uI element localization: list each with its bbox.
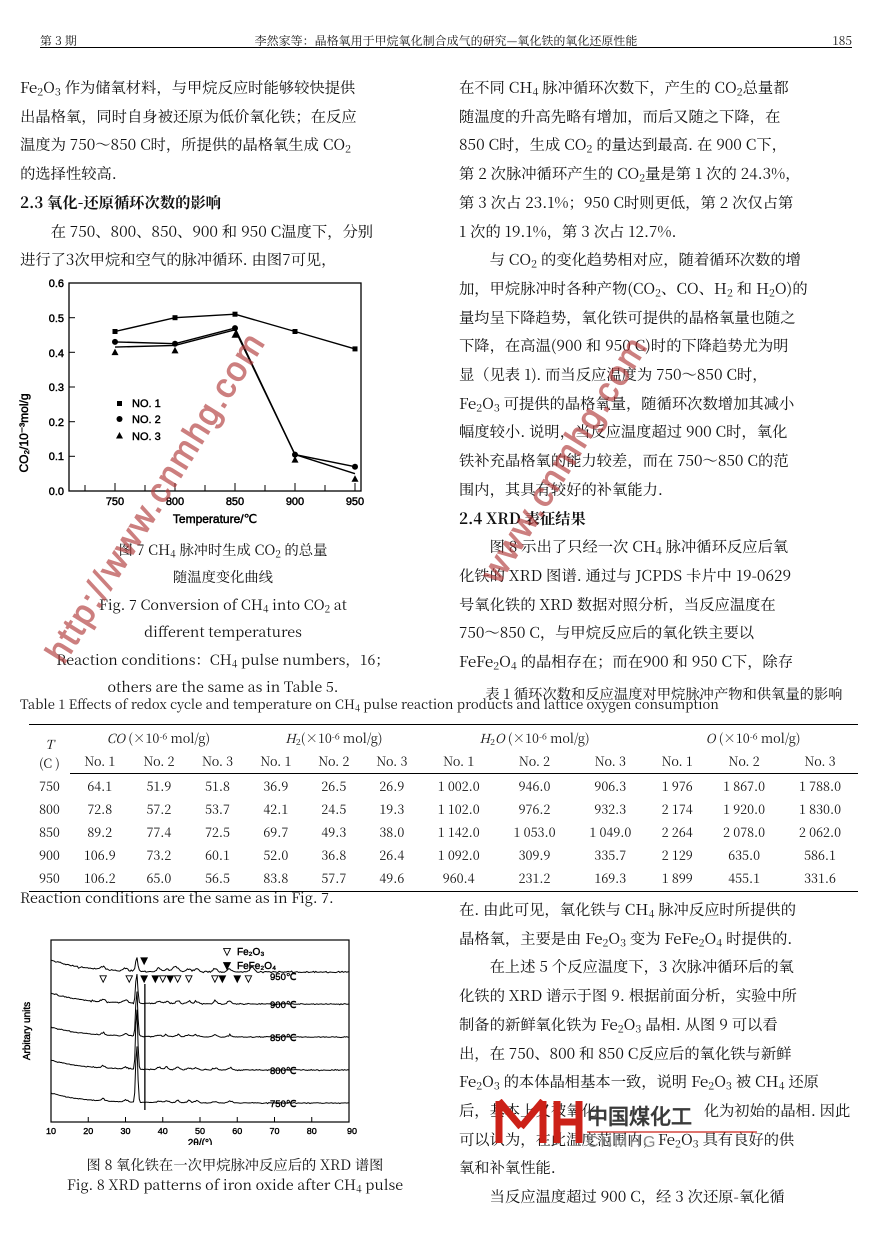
svg-text:30: 30	[120, 1126, 130, 1136]
svg-text:中国煤化工: 中国煤化工	[587, 1105, 692, 1129]
svg-text:60: 60	[232, 1126, 242, 1136]
svg-text:CO₂/10⁻³mol/g: CO₂/10⁻³mol/g	[17, 393, 31, 472]
svg-text:800℃: 800℃	[270, 1066, 297, 1077]
svg-text:Temperature/℃: Temperature/℃	[173, 512, 257, 526]
svg-text:950: 950	[346, 496, 364, 508]
svg-text:40: 40	[158, 1126, 168, 1136]
svg-text:FeFe₂O₄: FeFe₂O₄	[237, 961, 276, 972]
svg-text:80: 80	[307, 1126, 317, 1136]
svg-text:900: 900	[286, 496, 304, 508]
svg-text:Fe₂O₃: Fe₂O₃	[237, 947, 264, 958]
svg-text:0.5: 0.5	[49, 313, 64, 325]
svg-text:NO. 1: NO. 1	[132, 398, 161, 410]
svg-text:750: 750	[106, 496, 124, 508]
svg-text:10: 10	[46, 1126, 56, 1136]
svg-text:NO. 2: NO. 2	[132, 414, 161, 426]
svg-text:750℃: 750℃	[270, 1099, 297, 1110]
svg-text:2θ/(°): 2θ/(°)	[188, 1138, 213, 1145]
svg-text:90: 90	[347, 1126, 357, 1136]
svg-text:50: 50	[195, 1126, 205, 1136]
svg-text:0.0: 0.0	[49, 486, 64, 498]
svg-text:0.6: 0.6	[49, 278, 64, 290]
svg-text:20: 20	[83, 1126, 93, 1136]
svg-text:0.4: 0.4	[49, 348, 65, 360]
svg-text:950℃: 950℃	[270, 972, 297, 983]
svg-text:NO. 3: NO. 3	[132, 431, 161, 443]
svg-text:850: 850	[226, 496, 244, 508]
svg-text:Arbitary units: Arbitary units	[22, 1002, 33, 1061]
svg-text:850℃: 850℃	[270, 1033, 297, 1044]
svg-text:CNMHG: CNMHG	[587, 1134, 657, 1149]
svg-text:70: 70	[269, 1126, 279, 1136]
svg-text:0.2: 0.2	[49, 417, 64, 429]
svg-text:0.1: 0.1	[49, 451, 64, 463]
svg-text:0.3: 0.3	[49, 382, 64, 394]
svg-text:900℃: 900℃	[270, 1000, 297, 1011]
